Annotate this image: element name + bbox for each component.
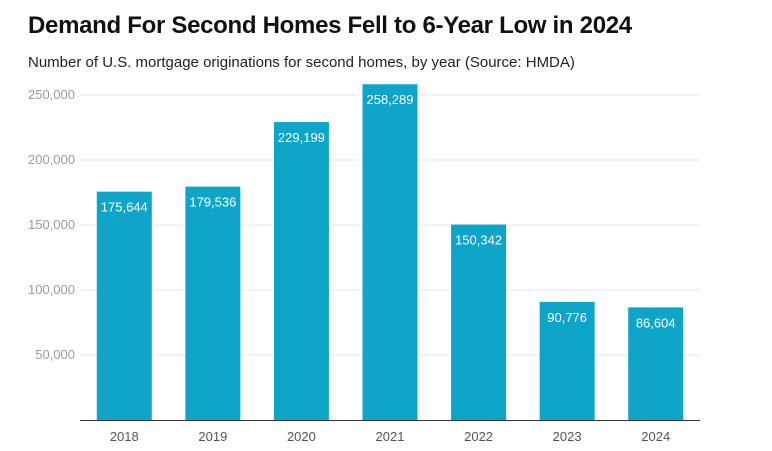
bar-2020 <box>273 122 329 421</box>
chart-subtitle: Number of U.S. mortgage originations for… <box>28 54 575 71</box>
y-tick-label: 200,000 <box>28 152 75 167</box>
y-tick-label: 250,000 <box>28 87 75 102</box>
y-tick-label: 50,000 <box>35 347 75 362</box>
data-label-2019: 179,536 <box>189 195 236 210</box>
bar-2021 <box>362 84 418 420</box>
bars <box>96 84 684 421</box>
data-label-2020: 229,199 <box>278 130 325 145</box>
data-label-2021: 258,289 <box>367 92 414 107</box>
data-label-2023: 90,776 <box>547 310 587 325</box>
data-label-2018: 175,644 <box>101 200 148 215</box>
x-tick-label-2021: 2021 <box>376 429 405 444</box>
x-tick-label-2020: 2020 <box>287 429 316 444</box>
y-tick-label: 100,000 <box>28 282 75 297</box>
data-label-2024: 86,604 <box>636 315 676 330</box>
y-axis-ticks: 50,000 100,000 150,000 200,000 250,000 <box>28 87 75 362</box>
bar-2019 <box>185 186 241 420</box>
bar-2023 <box>539 301 595 420</box>
y-tick-label: 150,000 <box>28 217 75 232</box>
bar-2018 <box>96 191 152 420</box>
x-axis-ticks: 2018 2019 2020 2021 2022 2023 2024 <box>110 429 670 444</box>
x-tick-label-2024: 2024 <box>641 429 670 444</box>
chart-title: Demand For Second Homes Fell to 6-Year L… <box>28 12 632 39</box>
x-tick-label-2019: 2019 <box>198 429 227 444</box>
data-labels: 175,644 179,536 229,199 258,289 150,342 90,77… <box>101 92 676 330</box>
bar-2024 <box>628 307 684 420</box>
bar-2022 <box>451 224 507 420</box>
x-tick-label-2018: 2018 <box>110 429 139 444</box>
x-tick-label-2023: 2023 <box>553 429 582 444</box>
x-tick-label-2022: 2022 <box>464 429 493 444</box>
data-label-2022: 150,342 <box>455 233 502 248</box>
